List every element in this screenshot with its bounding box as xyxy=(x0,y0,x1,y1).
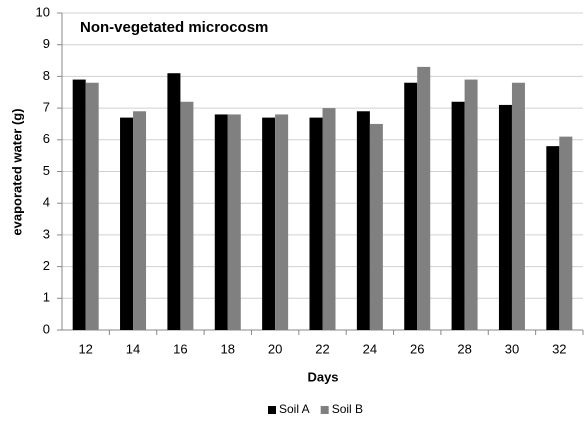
y-axis-label: evaporated water (g) xyxy=(9,108,24,235)
x-tick-label: 26 xyxy=(410,341,424,356)
bar xyxy=(133,111,147,331)
y-tick-label: 6 xyxy=(43,131,50,146)
x-tick-label: 20 xyxy=(268,341,282,356)
bar xyxy=(227,114,241,330)
bar xyxy=(275,114,289,330)
legend-label: Soil B xyxy=(332,402,363,416)
bar xyxy=(85,82,99,331)
y-tick-label: 1 xyxy=(43,290,50,305)
x-tick-label: 30 xyxy=(505,341,519,356)
x-tick-label: 24 xyxy=(363,341,377,356)
bar xyxy=(369,123,383,330)
x-tick-label: 28 xyxy=(457,341,471,356)
x-axis-label: Days xyxy=(307,369,338,384)
bar xyxy=(167,73,181,330)
x-tick-label: 22 xyxy=(315,341,329,356)
y-tick-label: 7 xyxy=(43,100,50,115)
bar xyxy=(72,79,86,330)
bar xyxy=(120,117,134,330)
legend-swatch xyxy=(320,406,329,414)
bar xyxy=(464,79,478,330)
bar xyxy=(546,146,560,330)
bar xyxy=(262,117,276,330)
x-tick-label: 12 xyxy=(78,341,92,356)
bar xyxy=(309,117,323,330)
y-tick-label: 9 xyxy=(43,36,50,51)
bar xyxy=(322,108,336,330)
x-tick-label: 14 xyxy=(126,341,140,356)
y-tick-label: 5 xyxy=(43,163,50,178)
x-tick-label: 32 xyxy=(552,341,566,356)
bar xyxy=(417,66,431,330)
x-tick-label: 16 xyxy=(173,341,187,356)
y-tick-label: 0 xyxy=(43,321,50,336)
bar xyxy=(356,111,370,331)
y-tick-label: 2 xyxy=(43,258,50,273)
legend-label: Soil A xyxy=(279,402,310,416)
bar xyxy=(498,104,512,331)
chart-title: Non-vegetated microcosm xyxy=(80,19,268,36)
legend-swatch xyxy=(268,406,276,414)
bar xyxy=(404,82,418,331)
bar xyxy=(180,101,194,330)
y-tick-label: 3 xyxy=(43,226,50,241)
y-tick-label: 8 xyxy=(43,68,50,83)
x-tick-label: 18 xyxy=(221,341,235,356)
y-tick-label: 4 xyxy=(43,195,50,210)
bar xyxy=(559,136,573,330)
bar xyxy=(451,101,465,330)
y-tick-label: 10 xyxy=(36,4,50,19)
bar xyxy=(511,82,525,331)
bar xyxy=(214,114,228,330)
